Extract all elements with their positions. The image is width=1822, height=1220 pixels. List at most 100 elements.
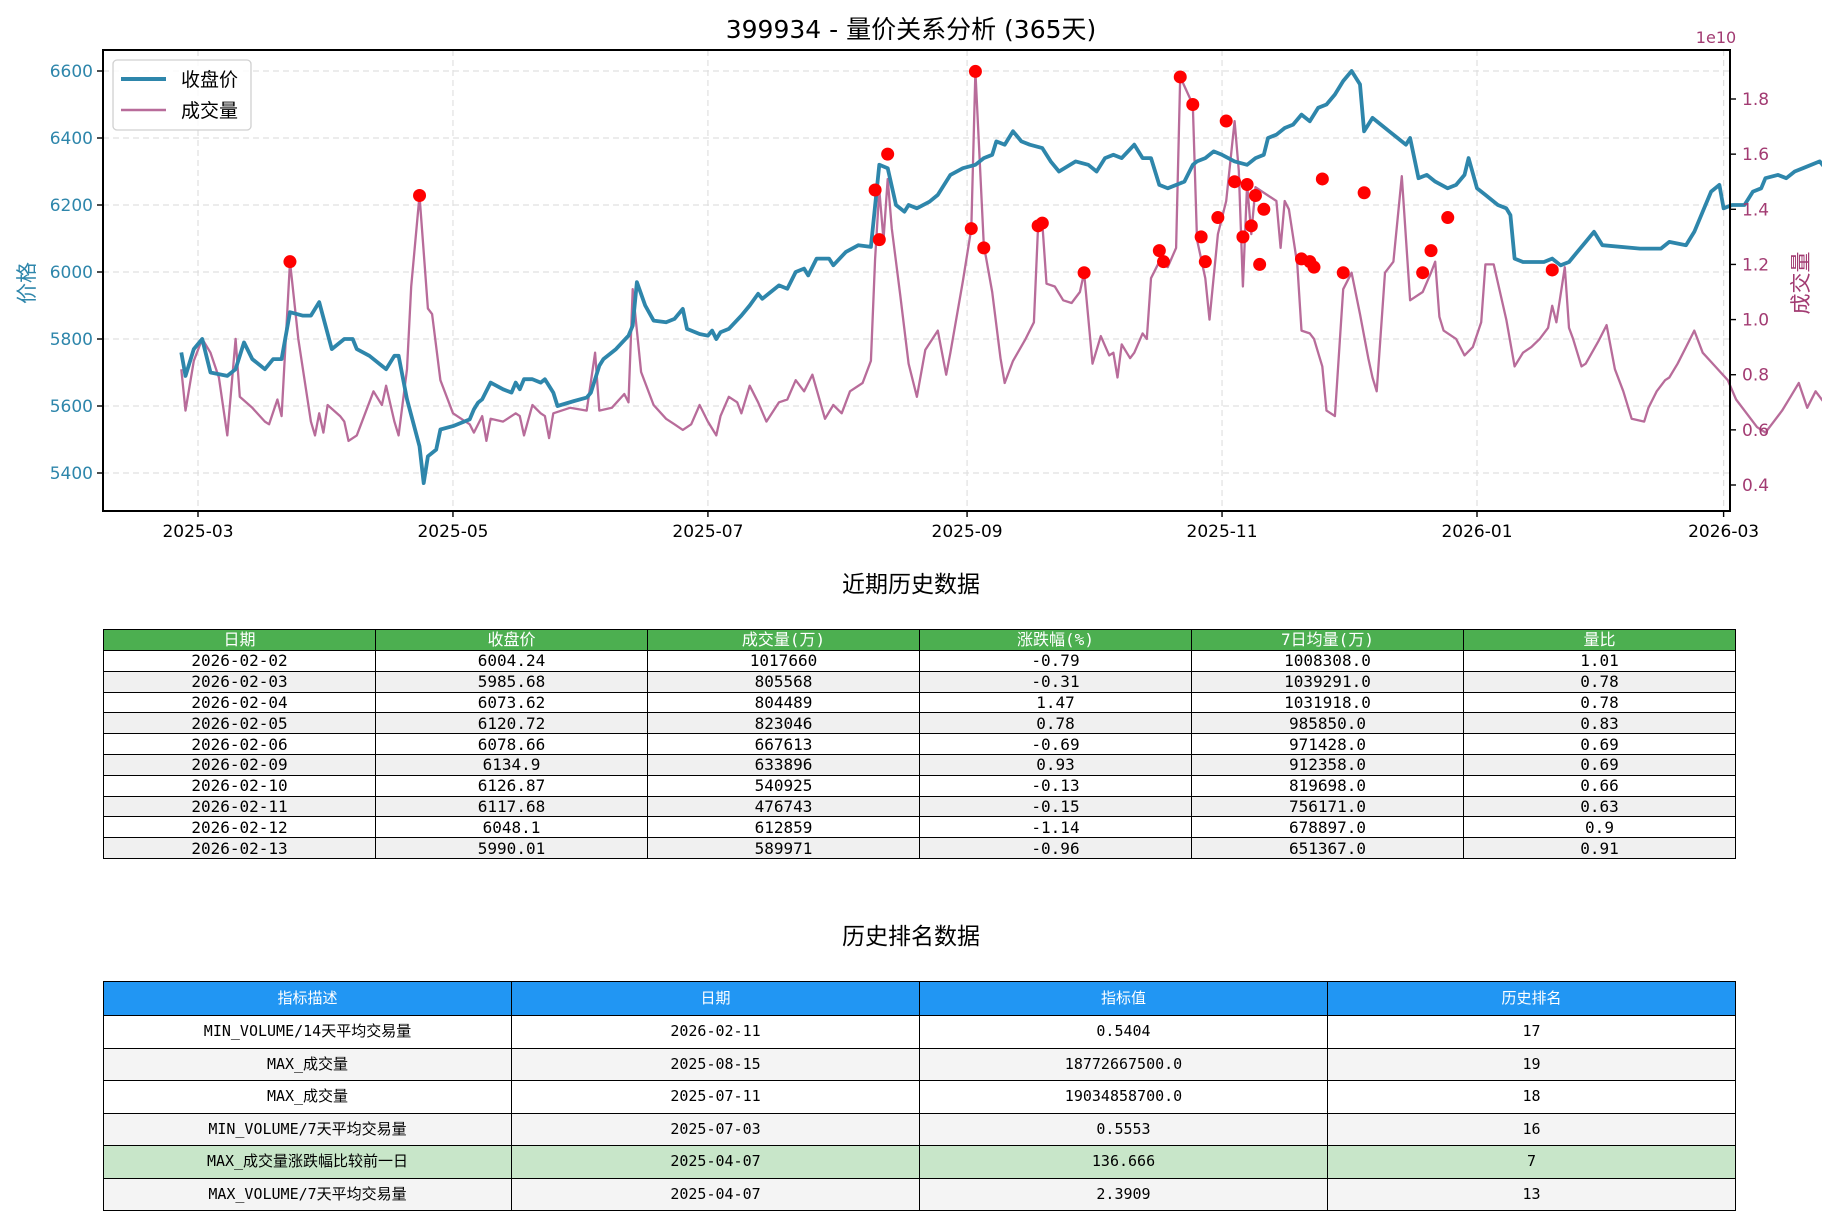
table-cell: 136.666 — [919, 1145, 1328, 1179]
table-cell: 0.78 — [919, 712, 1192, 735]
table-cell: 540925 — [647, 774, 920, 797]
recent-header-cell: 7日均量(万) — [1191, 629, 1464, 651]
volume-spike-marker — [964, 222, 978, 236]
rank-history-table: 指标描述 日期 指标值 历史排名 MIN_VOLUME/14天平均交易量 2026-02… — [103, 981, 1736, 1211]
table-cell: 0.78 — [1463, 691, 1736, 714]
table-cell: MAX_成交量 — [103, 1080, 512, 1114]
table-cell: 2026-02-05 — [103, 712, 376, 735]
y-left-tick-label: 5800 — [50, 330, 93, 350]
table-cell: 819698.0 — [1191, 774, 1464, 797]
table-row: MAX_成交量 2025-08-15 18772667500.0 19 — [103, 1047, 1736, 1081]
x-tick-label: 2025-11 — [1187, 522, 1258, 542]
x-tick-label: 2025-03 — [162, 522, 233, 542]
table-cell: 971428.0 — [1191, 733, 1464, 755]
table-cell: 6048.1 — [375, 816, 648, 839]
x-tick-label: 2025-07 — [672, 522, 743, 542]
table-row: MIN_VOLUME/7天平均交易量 2025-07-03 0.5553 16 — [103, 1112, 1736, 1146]
table-cell: 1017660 — [647, 650, 920, 672]
table-cell: 667613 — [647, 733, 920, 755]
table-row: MIN_VOLUME/14天平均交易量 2026-02-11 0.5404 17 — [103, 1015, 1736, 1049]
volume-spike-marker — [1194, 230, 1208, 244]
table-cell: 13 — [1327, 1177, 1736, 1211]
table-row: 2026-02-02 6004.24 1017660 -0.79 1008308.0 1.… — [103, 650, 1736, 672]
volume-spike-marker — [1307, 260, 1321, 274]
volume-spike-marker — [1219, 114, 1233, 128]
table-row: 2026-02-03 5985.68 805568 -0.31 1039291.0 0.7… — [103, 670, 1736, 693]
table-row: 2026-02-11 6117.68 476743 -0.15 756171.0 0.63 — [103, 795, 1736, 818]
table-cell: 1031918.0 — [1191, 691, 1464, 714]
table-cell: 2026-02-03 — [103, 670, 376, 693]
y-left-tick-label: 6600 — [50, 62, 93, 82]
volume-spike-marker — [1424, 244, 1438, 258]
volume-spike-marker — [1077, 266, 1091, 280]
y-right-axis-label: 成交量 — [1789, 252, 1813, 315]
legend-volume-label: 成交量 — [181, 100, 238, 122]
volume-spike-marker — [1257, 202, 1271, 216]
table-cell: 805568 — [647, 670, 920, 693]
table-cell: 7 — [1327, 1145, 1736, 1179]
volume-spike-marker — [1035, 216, 1049, 230]
table-cell: MAX_VOLUME/7天平均交易量 — [103, 1177, 512, 1211]
x-tick-label: 2025-09 — [932, 522, 1003, 542]
table-cell: 476743 — [647, 795, 920, 818]
recent-history-title: 近期历史数据 — [842, 572, 980, 598]
chart-grid — [103, 50, 1730, 511]
table-cell: 0.63 — [1463, 795, 1736, 818]
table-cell: 612859 — [647, 816, 920, 839]
table-cell: 5990.01 — [375, 837, 648, 859]
table-row: MAX_成交量涨跌幅比较前一日 2025-04-07 136.666 7 — [103, 1145, 1736, 1179]
volume-spike-marker — [977, 241, 991, 255]
table-cell: 985850.0 — [1191, 712, 1464, 735]
volume-spike-marker — [1186, 98, 1200, 112]
volume-spike-marker — [413, 189, 427, 202]
volume-spike-marker — [1198, 255, 1212, 269]
table-cell: 2026-02-13 — [103, 837, 376, 859]
y-right-tick-label: 1.2 — [1742, 255, 1769, 275]
table-row: 2026-02-12 6048.1 612859 -1.14 678897.0 0.9 — [103, 816, 1736, 839]
y-right-tick-label: 0.4 — [1742, 476, 1769, 496]
volume-spike-marker — [1244, 219, 1258, 233]
table-cell: 1008308.0 — [1191, 650, 1464, 672]
table-row: MAX_成交量 2025-07-11 19034858700.0 18 — [103, 1080, 1736, 1114]
volume-spike-marker — [1211, 211, 1225, 225]
price-line — [179, 69, 1822, 486]
y-right-tick-label: 1.6 — [1742, 145, 1769, 165]
table-cell: 2026-02-02 — [103, 650, 376, 672]
rank-header-cell: 指标值 — [919, 981, 1328, 1016]
volume-spike-marker — [1157, 255, 1171, 269]
table-cell: 6078.66 — [375, 733, 648, 755]
volume-spike-marker — [1545, 263, 1559, 277]
table-cell: 2025-04-07 — [511, 1145, 920, 1179]
table-cell: 0.5404 — [919, 1015, 1328, 1049]
table-row: 2026-02-10 6126.87 540925 -0.13 819698.0 0.66 — [103, 774, 1736, 797]
table-row: MAX_VOLUME/7天平均交易量 2025-04-07 2.3909 13 — [103, 1177, 1736, 1211]
y-right-tick-label: 1.0 — [1742, 311, 1769, 331]
table-cell: 804489 — [647, 691, 920, 714]
y-right-tick-label: 0.8 — [1742, 366, 1769, 386]
table-cell: 2026-02-11 — [511, 1015, 920, 1049]
table-cell: 2025-07-11 — [511, 1080, 920, 1114]
table-cell: 0.66 — [1463, 774, 1736, 797]
table-cell: 18 — [1327, 1080, 1736, 1114]
table-cell: 2026-02-11 — [103, 795, 376, 818]
volume-spike-marker — [1236, 230, 1250, 244]
table-cell: 5985.68 — [375, 670, 648, 693]
table-cell: 2026-02-10 — [103, 774, 376, 797]
table-cell: 912358.0 — [1191, 753, 1464, 776]
table-cell: 0.9 — [1463, 816, 1736, 839]
table-cell: MIN_VOLUME/14天平均交易量 — [103, 1015, 512, 1049]
volume-spike-marker — [881, 147, 895, 161]
table-cell: 589971 — [647, 837, 920, 859]
chart-axes: 2025-03 2025-05 2025-07 2025-09 2025-11 2026-… — [15, 28, 1813, 542]
volume-spike-marker — [868, 183, 882, 197]
table-cell: 0.69 — [1463, 753, 1736, 776]
table-cell: 2026-02-12 — [103, 816, 376, 839]
table-cell: 678897.0 — [1191, 816, 1464, 839]
volume-spike-marker — [1357, 186, 1371, 200]
y-left-axis-label: 价格 — [15, 262, 39, 304]
y-right-tick-label: 1.8 — [1742, 90, 1769, 110]
table-cell: 1039291.0 — [1191, 670, 1464, 693]
table-cell: 0.5553 — [919, 1112, 1328, 1146]
table-cell: 19 — [1327, 1047, 1736, 1081]
